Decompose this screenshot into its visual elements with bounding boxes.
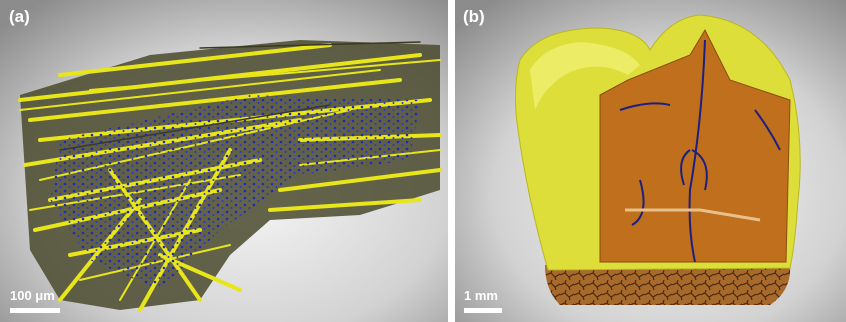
scale-bar-label: 100 μm bbox=[10, 288, 55, 303]
scale-bar bbox=[10, 308, 60, 313]
figure: (a) 100 μm (b) 1 mm bbox=[0, 0, 846, 322]
scale-bar-label: 1 mm bbox=[464, 288, 498, 303]
tooth-rendering bbox=[515, 15, 800, 305]
panel-label: (a) bbox=[9, 7, 30, 26]
scale-bar bbox=[464, 308, 502, 313]
panel-label: (b) bbox=[463, 7, 485, 26]
panel-b: (b) 1 mm bbox=[455, 0, 846, 322]
panel-a: (a) 100 μm bbox=[0, 0, 448, 322]
page: (a) 100 μm (b) 1 mm (() => { const data … bbox=[0, 0, 846, 322]
